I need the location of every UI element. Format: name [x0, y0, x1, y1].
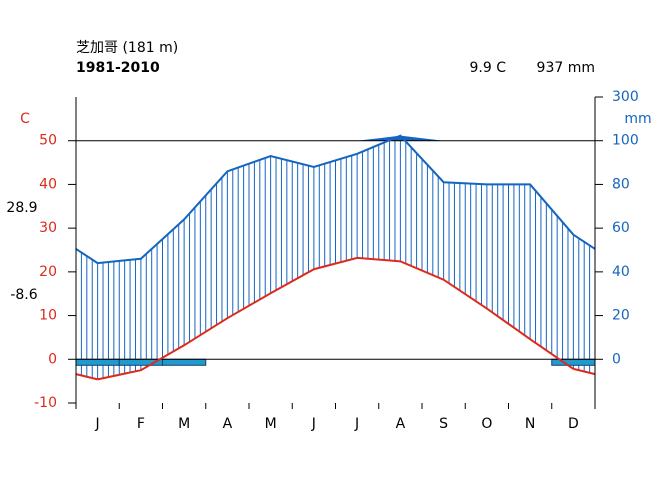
x-tick-label: N [525, 416, 535, 432]
max-temperature: 28.9 [6, 200, 37, 216]
y2-tick-label: 0 [612, 351, 621, 367]
x-tick-label: M [265, 416, 277, 432]
y-tick-label: 50 [39, 133, 57, 149]
min-temperature: -8.6 [10, 287, 37, 303]
x-tick-label: J [95, 416, 100, 432]
chart-title: 芝加哥 (181 m) [76, 40, 178, 56]
x-tick-label: M [178, 416, 190, 432]
y-tick-label: 20 [39, 264, 57, 280]
y2-axis-label: mm [624, 111, 651, 127]
line-extension [573, 367, 596, 376]
frost-box [162, 358, 207, 366]
x-tick-label: J [311, 416, 316, 432]
y-tick-label: 40 [39, 176, 57, 192]
y-tick-label: -10 [34, 395, 57, 411]
y-tick-label: 30 [39, 220, 57, 236]
x-tick-label: S [439, 416, 448, 432]
series-line [97, 256, 574, 381]
y2-tick-label: 20 [612, 308, 630, 324]
y-tick-label: 0 [48, 351, 57, 367]
x-tick-label: A [396, 416, 406, 432]
y2-tick-label: 80 [612, 176, 630, 192]
line-extension [75, 248, 99, 264]
x-tick-label: D [568, 416, 579, 432]
y2-tick-label: 60 [612, 220, 630, 236]
y2-tick-label: 300 [612, 89, 639, 105]
x-tick-label: F [137, 416, 145, 432]
series-line [97, 134, 575, 265]
frost-box [75, 358, 120, 366]
y2-tick-label: 40 [612, 264, 630, 280]
chart-subtitle: 1981-2010 [76, 60, 160, 76]
y-axis-label: C [20, 111, 30, 127]
line-extension [572, 233, 596, 250]
mean-temperature: 9.9 C [470, 60, 507, 76]
line-extension [75, 373, 98, 381]
x-tick-label: J [354, 416, 359, 432]
wet-fill [76, 135, 595, 141]
y-tick-label: 10 [39, 308, 57, 324]
y2-tick-label: 100 [612, 133, 639, 149]
annual-precipitation: 937 mm [537, 60, 595, 76]
x-tick-label: A [223, 416, 233, 432]
frost-box [551, 358, 596, 366]
x-tick-label: O [481, 416, 492, 432]
